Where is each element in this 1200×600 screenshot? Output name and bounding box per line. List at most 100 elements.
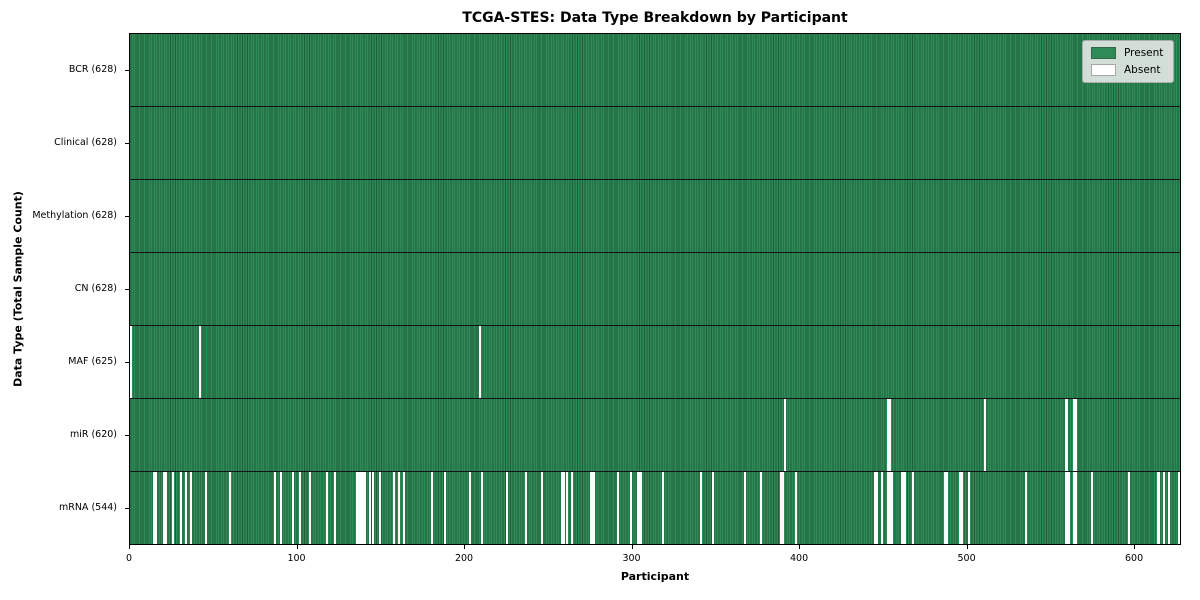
- legend-entry-absent: Absent: [1091, 64, 1163, 76]
- absent-stripe: [795, 472, 798, 544]
- absent-stripe: [967, 472, 970, 544]
- absent-stripe: [1066, 472, 1069, 544]
- legend-label: Present: [1124, 47, 1164, 59]
- y-tick-label: CN (628): [74, 283, 117, 294]
- absent-stripe: [369, 472, 372, 544]
- absent-stripe: [900, 472, 903, 544]
- absent-stripe: [171, 472, 174, 544]
- absent-stripe: [163, 472, 166, 544]
- absent-stripe: [397, 472, 400, 544]
- y-tick-label: mRNA (544): [58, 502, 117, 514]
- absent-stripe: [743, 472, 746, 544]
- absent-stripe: [1072, 399, 1075, 471]
- absent-stripe: [593, 472, 596, 544]
- absent-stripe: [782, 472, 785, 544]
- x-tick-label: 100: [287, 553, 306, 564]
- absent-stripe: [571, 472, 574, 544]
- absent-stripe: [591, 472, 594, 544]
- absent-stripe: [308, 472, 311, 544]
- absent-stripe: [228, 472, 231, 544]
- absent-stripe: [392, 472, 395, 544]
- absent-stripe: [616, 472, 619, 544]
- x-tick-label: 600: [1125, 553, 1144, 564]
- absent-stripe: [700, 472, 703, 544]
- y-tick-mark: [125, 215, 129, 217]
- absent-stripe: [372, 472, 375, 544]
- x-tick-mark: [799, 545, 801, 549]
- absent-stripe: [481, 472, 484, 544]
- row-maf: [130, 326, 1180, 399]
- y-axis-label: Data Type (Total Sample Count): [11, 191, 25, 387]
- absent-stripe: [959, 472, 962, 544]
- absent-stripe: [1024, 472, 1027, 544]
- absent-stripe: [165, 472, 168, 544]
- absent-stripe: [783, 399, 786, 471]
- x-tick-mark: [1134, 545, 1136, 549]
- x-tick-label: 200: [454, 553, 474, 564]
- absent-stripe: [945, 472, 948, 544]
- absent-stripe: [205, 472, 208, 544]
- row-mir: [130, 399, 1180, 472]
- absent-stripe: [180, 472, 183, 544]
- absent-stripe: [360, 472, 363, 544]
- absent-stripe: [292, 472, 295, 544]
- legend-label: Absent: [1124, 64, 1161, 76]
- absent-stripe: [1178, 472, 1180, 544]
- absent-stripe: [1072, 472, 1075, 544]
- absent-stripe: [198, 326, 201, 398]
- y-tick-label: BCR (628): [68, 63, 117, 75]
- y-tick-label: miR (620): [69, 429, 117, 441]
- absent-stripe: [780, 472, 783, 544]
- y-tick-mark: [125, 508, 129, 510]
- absent-stripe: [711, 472, 714, 544]
- row-bcr: [130, 34, 1180, 107]
- absent-stripe: [636, 472, 639, 544]
- legend: Present Absent: [1082, 40, 1175, 83]
- absent-stripe: [1128, 472, 1131, 544]
- x-tick-mark: [966, 545, 968, 549]
- x-tick-label: 500: [957, 553, 976, 564]
- absent-stripe: [1064, 399, 1067, 471]
- absent-stripe: [904, 472, 907, 544]
- absent-stripe: [359, 472, 362, 544]
- absent-stripe: [325, 472, 328, 544]
- absent-stripe: [280, 472, 283, 544]
- absent-stripe: [629, 472, 632, 544]
- absent-stripe: [1156, 472, 1159, 544]
- absent-stripe: [984, 399, 987, 471]
- absent-stripe: [469, 472, 472, 544]
- absent-stripe: [875, 472, 878, 544]
- absent-stripe: [430, 472, 433, 544]
- absent-stripe: [402, 472, 405, 544]
- absent-stripe: [890, 472, 893, 544]
- chart-title: TCGA-STES: Data Type Breakdown by Partic…: [462, 10, 848, 26]
- row-mrna: [130, 472, 1180, 544]
- y-tick-mark: [125, 289, 129, 290]
- absent-stripe: [1066, 399, 1069, 471]
- absent-stripe: [638, 472, 641, 544]
- absent-stripe: [760, 472, 763, 544]
- x-tick-mark: [464, 545, 466, 549]
- y-tick-label: MAF (625): [68, 356, 117, 368]
- absent-stripe: [661, 472, 664, 544]
- absent-stripe: [1158, 472, 1161, 544]
- legend-swatch-present: [1091, 47, 1116, 59]
- absent-stripe: [589, 472, 592, 544]
- absent-stripe: [185, 472, 188, 544]
- absent-stripe: [561, 472, 564, 544]
- absent-stripe: [889, 472, 892, 544]
- absent-stripe: [874, 472, 877, 544]
- legend-entry-present: Present: [1091, 47, 1163, 59]
- row-clinical: [130, 107, 1180, 180]
- absent-stripe: [444, 472, 447, 544]
- absent-stripe: [563, 472, 566, 544]
- absent-stripe: [1074, 472, 1077, 544]
- absent-stripe: [1074, 399, 1077, 471]
- absent-stripe: [1064, 472, 1067, 544]
- y-tick-label: Methylation (628): [32, 209, 117, 221]
- absent-stripe: [960, 472, 963, 544]
- y-tick-label: Clinical (628): [54, 136, 117, 148]
- absent-stripe: [273, 472, 276, 544]
- absent-stripe: [130, 326, 132, 398]
- absent-stripe: [298, 472, 301, 544]
